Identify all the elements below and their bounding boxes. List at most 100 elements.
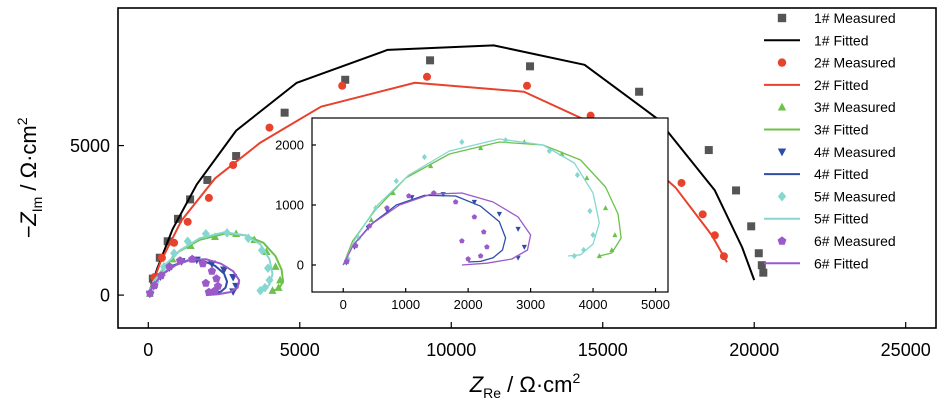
main-series-1-measured-point — [232, 152, 241, 161]
legend-entry-6-measured: 6# Measured — [777, 233, 896, 249]
main-series-5-measured-point — [265, 275, 274, 285]
main-series-2-measured-point — [204, 193, 213, 202]
main-series-5-measured-point — [257, 245, 266, 256]
inset-series-6-measured-point — [481, 229, 487, 235]
main-y-tick-label: 5000 — [70, 136, 110, 156]
inset-x-tick-label: 1000 — [391, 297, 420, 312]
inset-series-4-measured-point — [515, 255, 521, 261]
main-series-2-fitted-line — [147, 81, 728, 296]
legend-entry-5-fitted: 5# Fitted — [764, 211, 868, 227]
legend-label: 2# Fitted — [814, 77, 868, 93]
main-series-1-measured-point — [186, 195, 195, 204]
inset-series-3-measured-point — [584, 175, 590, 181]
inset-series-6-measured-point — [384, 205, 390, 211]
inset-series-3-measured-point — [390, 190, 396, 196]
main-series-6-measured-point — [201, 278, 211, 287]
main-series-1-measured-point — [759, 268, 768, 277]
inset-series-3-measured-point — [428, 163, 434, 169]
legend-entry-3-measured: 3# Measured — [777, 99, 896, 115]
main-series-2-measured-point — [183, 217, 192, 226]
main-series-2-measured-point — [423, 72, 432, 81]
main-series-4-measured-point — [220, 266, 229, 275]
legend-entry-2-measured: 2# Measured — [777, 55, 896, 71]
main-series-6-fitted-line — [147, 258, 241, 297]
main-x-tick-label: 20000 — [729, 340, 779, 360]
main-series-1-measured-point — [754, 249, 763, 258]
main-series-1-measured-point — [280, 108, 289, 117]
main-y-tick-label: 0 — [100, 285, 110, 305]
inset-series-3-measured-point — [602, 205, 609, 211]
legend-entry-4-fitted: 4# Fitted — [764, 166, 868, 182]
inset-series-5-measured-point — [459, 138, 465, 146]
inset-x-tick-label: 2000 — [454, 297, 483, 312]
inset-series-5-measured-point — [421, 153, 428, 161]
inset-series-5-measured-point — [590, 231, 596, 239]
main-series-2-measured-point — [338, 81, 347, 90]
legend-label: 1# Fitted — [814, 32, 868, 48]
legend-swatch-marker — [777, 148, 787, 157]
main-series-2-measured-point — [677, 178, 686, 187]
inset-y-tick-label: 1000 — [275, 198, 304, 213]
legend-entry-2-fitted: 2# Fitted — [764, 77, 868, 93]
inset-series-6-measured-point — [471, 214, 478, 220]
main-series-3-measured-point — [262, 247, 271, 255]
main-series-6-measured-point — [212, 274, 221, 283]
main-series-5-measured-point — [263, 263, 272, 273]
x-axis-label: ZRe / Ω·cm2 — [469, 370, 581, 401]
legend-label: 5# Fitted — [814, 211, 868, 227]
inset-series-5-measured-point — [546, 147, 552, 155]
inset-x-tick-label: 3000 — [516, 297, 545, 312]
legend-label: 5# Measured — [814, 188, 896, 204]
inset-series-4-measured-point — [496, 211, 502, 217]
main-series-1-measured-point — [747, 222, 756, 231]
inset-series-6-measured-point — [452, 199, 459, 205]
legend-entry-6-fitted: 6# Fitted — [764, 255, 868, 271]
legend-entry-5-measured: 5# Measured — [777, 188, 896, 204]
main-x-tick-label: 25000 — [881, 340, 931, 360]
legend-label: 2# Measured — [814, 55, 896, 71]
main-series-5-measured-point — [244, 233, 253, 244]
main-series-3-measured-point — [271, 262, 280, 270]
legend-label: 1# Measured — [814, 10, 896, 26]
main-series-5-measured-point — [201, 228, 210, 239]
main-series-1-measured-point — [757, 261, 766, 270]
inset-series-6-measured-point — [477, 253, 484, 259]
main-x-tick-label: 5000 — [280, 340, 320, 360]
legend-label: 4# Fitted — [814, 166, 868, 182]
inset-series-3-measured-point — [368, 217, 374, 223]
main-x-tick-label: 10000 — [426, 340, 476, 360]
legend-label: 3# Fitted — [814, 122, 868, 138]
inset-series-6-fitted-line — [342, 192, 532, 266]
main-series-2-measured-point — [523, 81, 531, 90]
inset-series-5-measured-point — [393, 177, 399, 185]
legend-swatch-marker — [777, 58, 787, 67]
main-x-tick-label: 0 — [143, 340, 153, 360]
main-series-6-measured-point — [198, 259, 208, 268]
main-series-5-fitted-line — [147, 231, 274, 296]
inset-series-6-measured-point — [406, 193, 412, 199]
legend-entry-3-fitted: 3# Fitted — [764, 122, 868, 138]
main-series-2-measured-point — [265, 123, 274, 132]
inset-series-3-measured-point — [612, 232, 618, 238]
main-series-1-measured-point — [526, 62, 535, 71]
main-series-2-measured-point — [698, 210, 707, 219]
main-series-6-measured-point — [207, 266, 217, 275]
inset-series-5-fitted-line — [342, 138, 600, 266]
inset-series-4-measured-point — [515, 226, 521, 232]
inset-series-6-measured-point — [366, 223, 373, 229]
legend-label: 6# Fitted — [814, 255, 868, 271]
inset-y-tick-label: 0 — [297, 258, 304, 273]
legend-label: 4# Measured — [814, 144, 896, 160]
inset-series-4-measured-point — [521, 244, 527, 250]
inset-x-tick-label: 5000 — [641, 297, 670, 312]
inset-series-6-measured-point — [465, 256, 471, 262]
inset-series-3-measured-point — [478, 145, 484, 151]
legend-swatch-marker — [777, 102, 787, 111]
legend-swatch-marker — [777, 13, 787, 23]
inset-series-5-measured-point — [587, 207, 593, 215]
inset-series-5-measured-point — [574, 171, 581, 179]
legend-entry-1-measured: 1# Measured — [777, 10, 896, 26]
inset-x-tick-label: 4000 — [579, 297, 608, 312]
